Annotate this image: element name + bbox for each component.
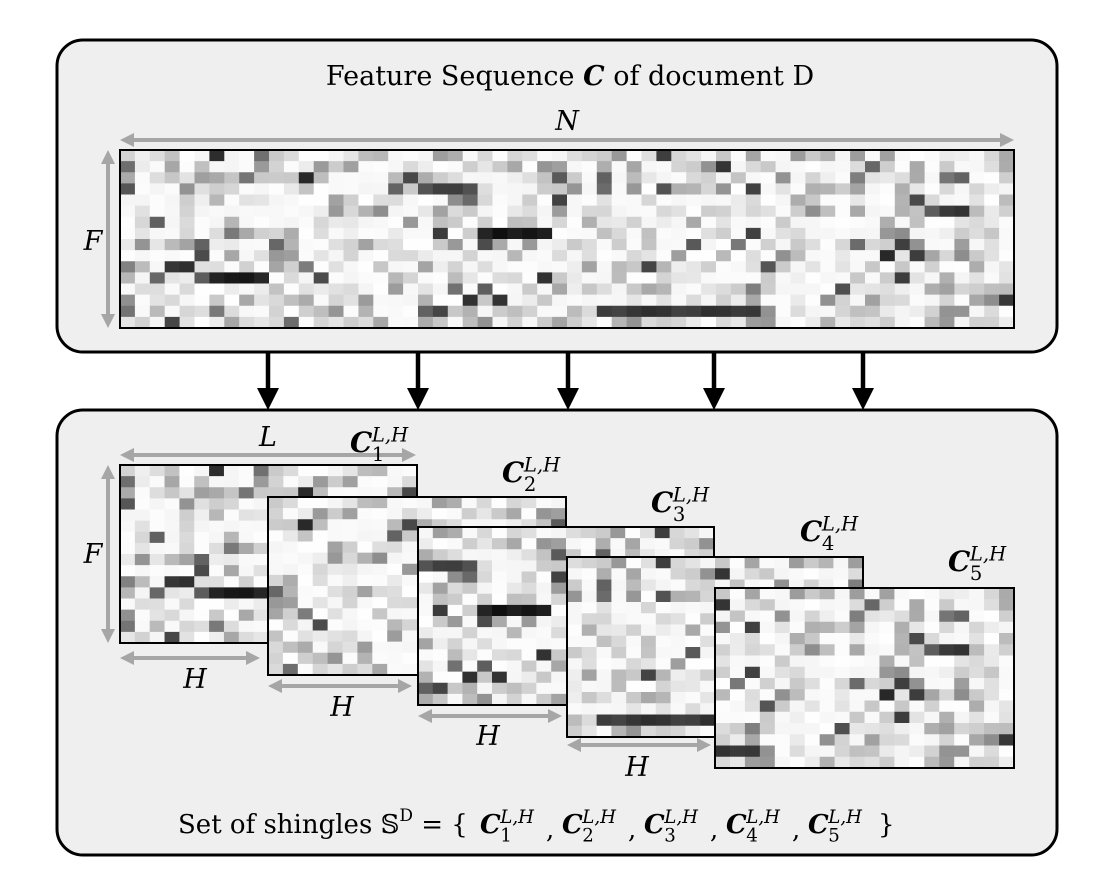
set-separator: , xyxy=(546,815,554,845)
svg-text:L,H: L,H xyxy=(672,483,710,506)
set-separator: , xyxy=(628,815,636,845)
set-prefix-text: Set of shingles xyxy=(178,810,381,840)
f-dimension-arrow-top xyxy=(101,150,115,328)
svg-text:2: 2 xyxy=(524,473,536,496)
f-label-top: F xyxy=(83,226,104,257)
h-arrow-1: H xyxy=(120,651,260,695)
svg-text:L,H: L,H xyxy=(745,807,781,828)
svg-text:5: 5 xyxy=(970,562,982,585)
svg-text:4: 4 xyxy=(822,532,834,555)
set-superscript: D xyxy=(399,806,413,826)
shingle-labels: C L,H1C L,H2C L,H3C L,H4C L,H5 xyxy=(350,423,1007,585)
set-separator: , xyxy=(792,815,800,845)
h-arrow-4: H xyxy=(567,738,711,783)
svg-text:C: C xyxy=(808,810,829,840)
svg-text:3: 3 xyxy=(664,826,676,847)
svg-text:L,H: L,H xyxy=(969,542,1007,565)
svg-text:L,H: L,H xyxy=(499,807,535,828)
h-arrow-3: H xyxy=(418,709,562,752)
set-separator: , xyxy=(710,815,718,845)
svg-text:L,H: L,H xyxy=(371,423,409,446)
svg-text:C: C xyxy=(651,486,674,519)
feature-sequence-title: Feature Sequence C of document D xyxy=(326,61,814,92)
svg-text:C: C xyxy=(562,810,583,840)
h-label-2: H xyxy=(329,692,354,723)
svg-text:C: C xyxy=(502,456,525,489)
h-dimension-arrows: H H H H xyxy=(120,651,711,783)
set-equals: = { xyxy=(413,810,468,840)
svg-text:5: 5 xyxy=(828,826,840,847)
f-dimension-arrow-bottom xyxy=(101,465,115,643)
svg-text:L,H: L,H xyxy=(827,807,863,828)
h-arrow-2: H xyxy=(268,679,412,723)
shingle-label-2: C L,H2 xyxy=(502,453,561,496)
svg-text:C: C xyxy=(726,810,747,840)
svg-text:C: C xyxy=(948,545,971,578)
svg-text:L,H: L,H xyxy=(523,453,561,476)
set-elements: C L,H1, C L,H2, C L,H3, C L,H4, C L,H5} xyxy=(480,807,895,846)
svg-text:1: 1 xyxy=(372,443,384,466)
feature-heatmap-frame xyxy=(119,149,1015,329)
set-close-brace: } xyxy=(878,810,895,840)
h-label-3: H xyxy=(475,721,500,752)
feature-heatmap xyxy=(120,150,1014,328)
svg-text:C: C xyxy=(800,515,823,548)
shingle-5 xyxy=(714,587,1015,769)
set-element-3: C L,H3 xyxy=(644,807,699,846)
svg-text:2: 2 xyxy=(582,826,594,847)
shingle-label-1: C L,H1 xyxy=(350,423,409,466)
set-element-5: C L,H5 xyxy=(808,807,863,846)
svg-text:C: C xyxy=(480,810,501,840)
shingle-label-5: C L,H5 xyxy=(948,542,1007,585)
l-label: L xyxy=(258,422,277,453)
svg-text:C: C xyxy=(350,426,373,459)
svg-text:4: 4 xyxy=(746,826,758,847)
set-of-shingles-formula: Set of shingles 𝕊D = { xyxy=(178,806,468,840)
set-element-1: C L,H1 xyxy=(480,807,535,846)
shingle-extraction-arrows xyxy=(257,352,874,410)
svg-text:L,H: L,H xyxy=(821,512,859,535)
f-label-bottom: F xyxy=(83,539,104,570)
svg-text:L,H: L,H xyxy=(581,807,617,828)
set-element-4: C L,H4 xyxy=(726,807,781,846)
h-label-1: H xyxy=(182,664,207,695)
shingle-stack xyxy=(119,464,1015,769)
set-element-2: C L,H2 xyxy=(562,807,617,846)
svg-text:L,H: L,H xyxy=(663,807,699,828)
shingle-label-4: C L,H4 xyxy=(800,512,859,555)
n-label: N xyxy=(554,106,580,137)
svg-text:C: C xyxy=(644,810,665,840)
h-label-4: H xyxy=(624,752,649,783)
set-symbol: 𝕊 xyxy=(381,810,400,840)
n-dimension-arrow xyxy=(120,133,1014,147)
svg-text:1: 1 xyxy=(500,826,512,847)
svg-text:3: 3 xyxy=(673,503,685,526)
l-dimension-arrow xyxy=(120,448,416,462)
shingle-label-3: C L,H3 xyxy=(651,483,710,526)
